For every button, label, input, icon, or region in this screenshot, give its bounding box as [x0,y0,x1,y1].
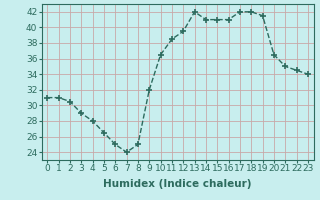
X-axis label: Humidex (Indice chaleur): Humidex (Indice chaleur) [103,179,252,189]
